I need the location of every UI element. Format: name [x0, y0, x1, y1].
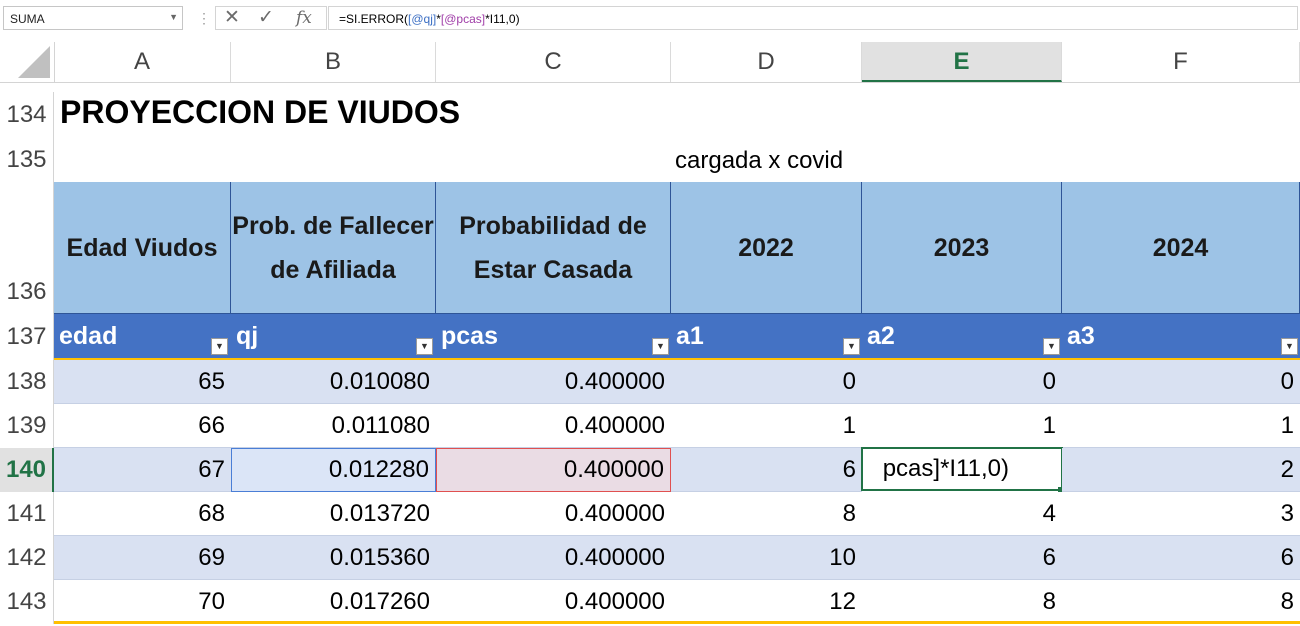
table-cell[interactable]: 6	[671, 448, 862, 492]
header-label[interactable]: Prob. de Fallecer de Afiliada	[231, 182, 436, 314]
table-cell[interactable]: 0	[1062, 360, 1300, 404]
row-header-137[interactable]: 137	[0, 314, 54, 360]
formula-prefix: =SI.ERROR(	[339, 12, 409, 26]
column-header-b[interactable]: B	[231, 42, 436, 82]
row-header-142[interactable]: 142	[0, 536, 54, 580]
table-cell[interactable]: 3	[1062, 492, 1300, 536]
chevron-down-icon[interactable]: ▼	[169, 12, 178, 22]
active-cell-editor[interactable]: pcas]*I11,0)	[861, 447, 1063, 491]
filter-dropdown-icon[interactable]: ▼	[211, 338, 228, 355]
formula-operator: *	[436, 12, 441, 26]
table-column-header[interactable]: a2 ▼	[862, 314, 1062, 360]
table-cell[interactable]: 6	[862, 536, 1062, 580]
formula-ref-pcas: [@pcas]	[440, 12, 486, 26]
formula-buttons: ✕ ✓ fx	[215, 6, 327, 30]
table-cell[interactable]: 0.015360	[231, 536, 436, 580]
filter-dropdown-icon[interactable]: ▼	[843, 338, 860, 355]
header-label[interactable]: Edad Viudos	[54, 182, 231, 314]
table-column-header[interactable]: a1 ▼	[671, 314, 862, 360]
table-cell[interactable]: 65	[54, 360, 231, 404]
table-cell[interactable]: 70	[54, 580, 231, 622]
table-column-label: a2	[867, 322, 895, 350]
table-cell[interactable]: 0.400000	[436, 536, 671, 580]
row-header-134[interactable]: 134	[0, 92, 54, 138]
formula-bar: SUMA ▼ ⋮ ✕ ✓ fx =SI.ERROR([@qj]*[@pcas]*…	[0, 0, 1300, 38]
table-cell[interactable]: 0.013720	[231, 492, 436, 536]
row-header-143[interactable]: 143	[0, 580, 54, 624]
table-cell[interactable]: 66	[54, 404, 231, 448]
table-cell[interactable]: 0	[862, 360, 1062, 404]
table-cell[interactable]: 8	[671, 492, 862, 536]
column-header-e[interactable]: E	[862, 42, 1062, 82]
table-cell[interactable]: 0.017260	[231, 580, 436, 622]
table-cell[interactable]: 69	[54, 536, 231, 580]
table-cell[interactable]: 0	[671, 360, 862, 404]
table-column-header[interactable]: pcas ▼	[436, 314, 671, 360]
fill-handle[interactable]	[1058, 487, 1064, 493]
column-header-f[interactable]: F	[1062, 42, 1300, 82]
referenced-cell-qj[interactable]: 0.012280	[231, 448, 436, 492]
column-header-d[interactable]: D	[671, 42, 862, 82]
column-header-c[interactable]: C	[436, 42, 671, 82]
table-cell[interactable]: 68	[54, 492, 231, 536]
insert-function-icon[interactable]: fx	[296, 8, 312, 28]
table-cell[interactable]: 2	[1062, 448, 1300, 492]
name-box[interactable]: SUMA ▼	[3, 6, 183, 30]
table-cell[interactable]: 0.400000	[436, 404, 671, 448]
header-label[interactable]: 2023	[862, 182, 1062, 314]
row-header-140[interactable]: 140	[0, 448, 54, 492]
note-text: cargada x covid	[675, 147, 844, 174]
table-cell[interactable]: 8	[1062, 580, 1300, 622]
table-cell[interactable]: 12	[671, 580, 862, 622]
row-header-139[interactable]: 139	[0, 404, 54, 448]
table-column-label: edad	[59, 322, 118, 350]
table-cell[interactable]: 0.010080	[231, 360, 436, 404]
table-column-label: qj	[236, 322, 259, 350]
table-cell[interactable]: 1	[1062, 404, 1300, 448]
formula-ref-qj: [@qj]	[408, 12, 437, 26]
table-cell[interactable]: 1	[862, 404, 1062, 448]
row-header-136[interactable]: 136	[0, 182, 54, 314]
more-options-icon[interactable]: ⋮	[197, 10, 211, 26]
row-header-138[interactable]: 138	[0, 360, 54, 404]
table-cell[interactable]: 0.400000	[436, 492, 671, 536]
table-cell[interactable]: 10	[671, 536, 862, 580]
referenced-cell-pcas[interactable]: 0.400000	[436, 448, 671, 492]
table-cell[interactable]: 0.400000	[436, 580, 671, 622]
filter-dropdown-icon[interactable]: ▼	[1043, 338, 1060, 355]
table-column-label: pcas	[441, 322, 498, 350]
table-cell[interactable]: 67	[54, 448, 231, 492]
sheet-title: PROYECCION DE VIUDOS	[60, 94, 461, 130]
filter-dropdown-icon[interactable]: ▼	[1281, 338, 1298, 355]
table-cell[interactable]: 0.011080	[231, 404, 436, 448]
table-cell[interactable]: 4	[862, 492, 1062, 536]
table-column-header[interactable]: qj ▼	[231, 314, 436, 360]
table-cell[interactable]: 6	[1062, 536, 1300, 580]
table-column-header[interactable]: edad ▼	[54, 314, 231, 360]
row-header-135[interactable]: 135	[0, 138, 54, 182]
header-label[interactable]: 2022	[671, 182, 862, 314]
formula-input[interactable]: =SI.ERROR([@qj]*[@pcas]*I11,0)	[328, 6, 1298, 30]
table-column-header[interactable]: a3 ▼	[1062, 314, 1300, 360]
cancel-icon[interactable]: ✕	[224, 7, 240, 28]
formula-suffix: *I11,0)	[485, 12, 520, 26]
name-box-value: SUMA	[10, 12, 45, 26]
table-column-label: a1	[676, 322, 704, 350]
enter-icon[interactable]: ✓	[258, 7, 274, 28]
header-label[interactable]: Probabilidad de Estar Casada	[436, 182, 671, 314]
column-header-a[interactable]: A	[54, 42, 231, 82]
table-cell[interactable]: 1	[671, 404, 862, 448]
filter-dropdown-icon[interactable]: ▼	[652, 338, 669, 355]
table-column-label: a3	[1067, 322, 1095, 350]
row-header-141[interactable]: 141	[0, 492, 54, 536]
filter-dropdown-icon[interactable]: ▼	[416, 338, 433, 355]
header-label[interactable]: 2024	[1062, 182, 1300, 314]
select-all-corner[interactable]	[0, 42, 55, 82]
table-cell[interactable]: 8	[862, 580, 1062, 622]
table-cell[interactable]: 0.400000	[436, 360, 671, 404]
